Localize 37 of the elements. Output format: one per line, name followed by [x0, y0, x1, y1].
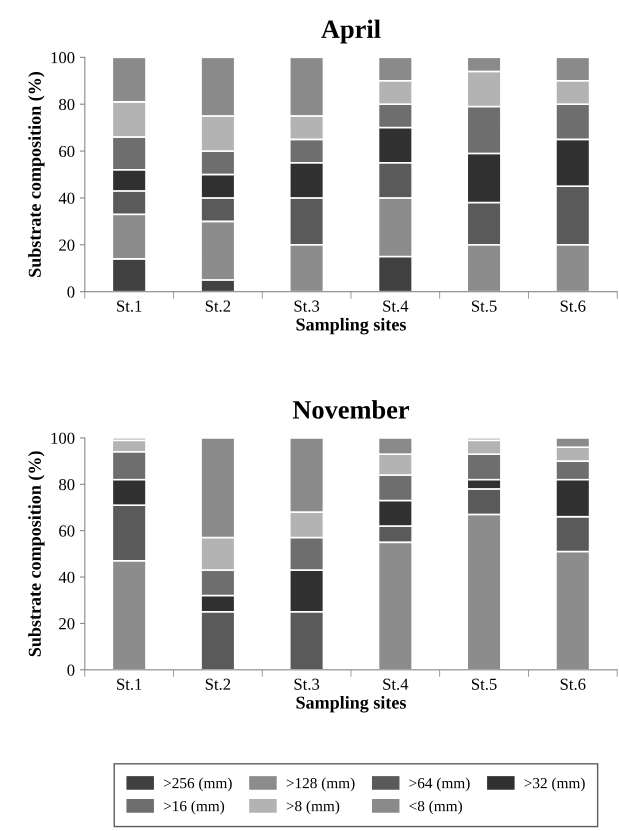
legend-label: >16 (mm)	[164, 800, 224, 814]
y-tick-label: 60	[59, 146, 74, 158]
x-tick-label: St.3	[294, 678, 320, 690]
legend-label: >64 (mm)	[409, 778, 470, 792]
y-tick-label: 100	[52, 52, 74, 64]
x-tick-label: St.4	[383, 678, 408, 690]
x-tick-label: St.2	[206, 678, 230, 690]
x-axis-title: Sampling sites	[296, 696, 406, 713]
y-tick-label: 60	[59, 525, 74, 537]
legend-label: >256 (mm)	[164, 778, 232, 792]
x-tick-label: St.2	[206, 300, 230, 312]
legend-label: <8 (mm)	[409, 800, 462, 814]
x-axis-title: Sampling sites	[296, 318, 406, 334]
x-tick-label: St.3	[294, 300, 320, 312]
legend-label: >32 (mm)	[524, 778, 585, 792]
y-tick-label: 100	[52, 432, 74, 444]
legend-label: >128 (mm)	[286, 778, 354, 792]
y-axis-title: Substrate composition (%)	[28, 72, 45, 277]
y-tick-label: 0	[67, 664, 74, 676]
x-tick-label: St.4	[383, 300, 408, 312]
x-tick-label: St.1	[117, 300, 142, 312]
y-axis-title: Substrate composition (%)	[28, 451, 45, 656]
y-tick-label: 40	[58, 192, 74, 204]
x-tick-label: St.1	[117, 678, 142, 690]
y-tick-label: 80	[59, 98, 74, 110]
chart-title: April	[321, 20, 381, 44]
x-tick-label: St.6	[560, 678, 586, 690]
x-tick-label: St.5	[472, 678, 497, 690]
chart-title: November	[292, 400, 410, 419]
y-tick-label: 20	[59, 240, 74, 251]
x-tick-label: St.5	[472, 300, 497, 312]
y-tick-label: 40	[58, 572, 74, 583]
y-tick-label: 20	[59, 618, 74, 630]
y-tick-label: 0	[67, 286, 74, 298]
x-tick-label: St.6	[560, 300, 586, 312]
legend-label: >8 (mm)	[286, 800, 340, 814]
y-tick-label: 80	[59, 479, 74, 490]
